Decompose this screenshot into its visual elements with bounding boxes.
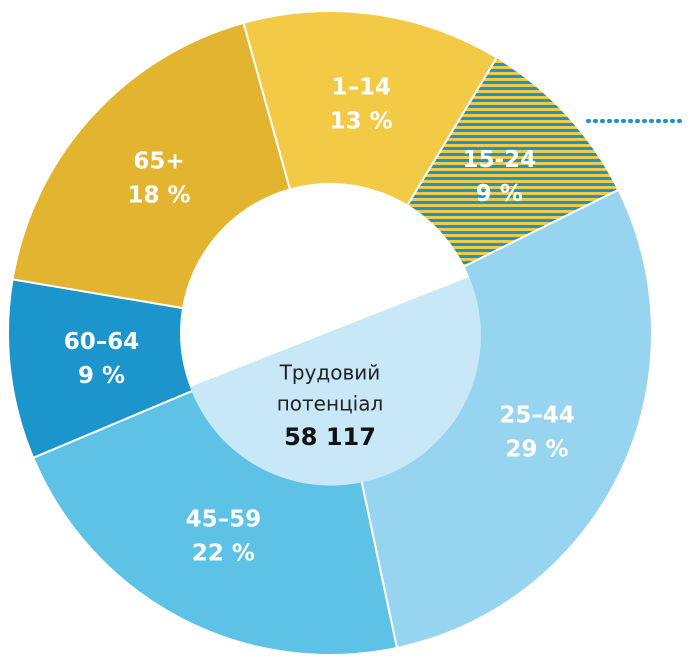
segment-value: 29 % <box>506 437 569 463</box>
center-label: потенціал <box>277 392 384 416</box>
segment-value: 9 % <box>476 181 523 207</box>
segment <box>242 10 499 336</box>
segment-name: 15-24 <box>463 147 537 173</box>
segment-value: 13 % <box>330 109 393 135</box>
segment-name: 45–59 <box>186 506 262 532</box>
segment-value: 18 % <box>128 183 191 209</box>
segment-name: 25–44 <box>499 403 575 429</box>
segment-name: 1–14 <box>331 75 391 101</box>
segment-value: 9 % <box>78 363 125 389</box>
center-value: 58 117 <box>284 423 376 451</box>
segment-name: 60–64 <box>64 329 140 355</box>
labels: 1–14 13 % 15-24 9 % 25–44 29 % 45–59 22 % 60–64 9… <box>64 75 575 567</box>
working-age-shade <box>190 277 481 486</box>
segment-value: 22 % <box>192 540 255 566</box>
segment-name: 65+ <box>133 149 184 175</box>
center-label: Трудовий <box>279 361 381 385</box>
